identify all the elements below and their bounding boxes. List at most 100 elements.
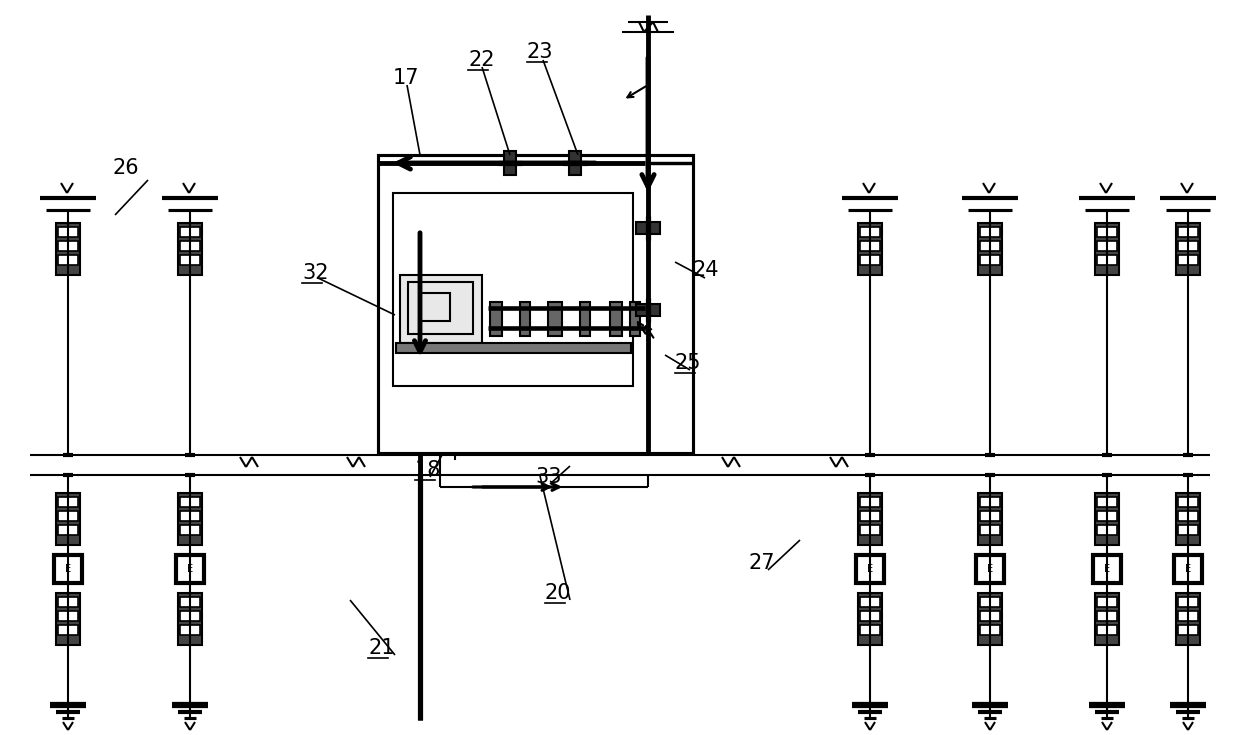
Bar: [861, 511, 880, 521]
Bar: [58, 625, 78, 635]
Bar: [58, 611, 78, 621]
Bar: [58, 497, 78, 507]
Bar: [610, 302, 622, 336]
Bar: [1097, 525, 1117, 535]
Bar: [408, 282, 472, 334]
Bar: [58, 511, 78, 521]
Bar: [861, 525, 880, 535]
Bar: [980, 241, 999, 251]
Bar: [58, 241, 78, 251]
Bar: [176, 555, 205, 583]
Bar: [980, 227, 999, 237]
Bar: [861, 625, 880, 635]
Bar: [1095, 493, 1118, 545]
Bar: [1178, 241, 1198, 251]
Bar: [1178, 611, 1198, 621]
Bar: [1097, 255, 1117, 265]
Bar: [180, 611, 200, 621]
Bar: [1178, 255, 1198, 265]
Bar: [180, 511, 200, 521]
Bar: [1097, 511, 1117, 521]
Bar: [1176, 493, 1200, 545]
Bar: [1095, 223, 1118, 275]
Text: 20: 20: [546, 583, 572, 603]
Bar: [858, 593, 882, 645]
Bar: [1092, 555, 1121, 583]
Bar: [180, 625, 200, 635]
Bar: [978, 493, 1002, 545]
Bar: [548, 302, 562, 336]
Text: 23: 23: [527, 42, 553, 62]
Bar: [1097, 227, 1117, 237]
Bar: [503, 151, 516, 175]
Bar: [858, 493, 882, 545]
Bar: [401, 275, 482, 343]
Text: E: E: [187, 564, 193, 574]
Bar: [58, 255, 78, 265]
Text: E: E: [1185, 564, 1192, 574]
Bar: [179, 593, 202, 645]
Bar: [1178, 525, 1198, 535]
Bar: [56, 223, 81, 275]
Bar: [856, 555, 884, 583]
Bar: [1176, 593, 1200, 645]
Text: 27: 27: [748, 553, 775, 573]
Bar: [1097, 497, 1117, 507]
Bar: [1097, 597, 1117, 607]
Text: 22: 22: [467, 50, 495, 70]
Bar: [520, 302, 529, 336]
Bar: [393, 193, 632, 386]
Bar: [861, 241, 880, 251]
Text: E: E: [64, 564, 71, 574]
Text: 25: 25: [675, 353, 702, 373]
Text: 18: 18: [415, 460, 441, 480]
Bar: [1095, 593, 1118, 645]
Bar: [630, 302, 640, 336]
Bar: [980, 611, 999, 621]
Text: 21: 21: [368, 638, 394, 658]
Bar: [180, 525, 200, 535]
Bar: [58, 597, 78, 607]
Bar: [179, 223, 202, 275]
Bar: [56, 593, 81, 645]
Bar: [858, 223, 882, 275]
Bar: [490, 302, 502, 336]
Bar: [978, 593, 1002, 645]
Bar: [980, 511, 999, 521]
Text: E: E: [987, 564, 993, 574]
Bar: [179, 493, 202, 545]
Bar: [861, 227, 880, 237]
Bar: [180, 597, 200, 607]
Bar: [180, 227, 200, 237]
Bar: [978, 223, 1002, 275]
Bar: [1097, 625, 1117, 635]
Text: E: E: [1104, 564, 1110, 574]
Bar: [55, 555, 82, 583]
Bar: [1097, 611, 1117, 621]
Bar: [861, 255, 880, 265]
Text: 24: 24: [692, 260, 718, 280]
Bar: [580, 302, 590, 336]
Text: 32: 32: [303, 263, 329, 283]
Bar: [1097, 241, 1117, 251]
Bar: [1178, 625, 1198, 635]
Bar: [636, 222, 660, 234]
Bar: [1178, 497, 1198, 507]
Text: E: E: [867, 564, 873, 574]
Bar: [861, 611, 880, 621]
Bar: [1178, 511, 1198, 521]
Bar: [1178, 227, 1198, 237]
Bar: [976, 555, 1004, 583]
Bar: [980, 255, 999, 265]
Bar: [980, 525, 999, 535]
Text: 26: 26: [112, 158, 139, 178]
Bar: [636, 304, 660, 316]
Bar: [58, 525, 78, 535]
Bar: [861, 597, 880, 607]
Bar: [396, 343, 631, 353]
Bar: [980, 597, 999, 607]
Bar: [56, 493, 81, 545]
Bar: [180, 255, 200, 265]
Bar: [180, 497, 200, 507]
Bar: [1178, 597, 1198, 607]
